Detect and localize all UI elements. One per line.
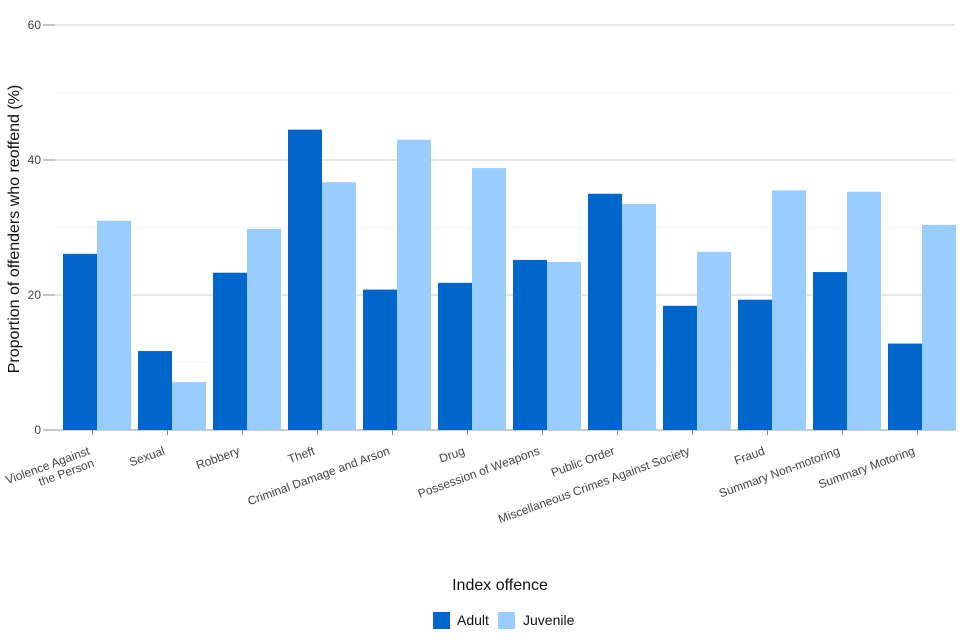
x-tick-label-line: Robbery bbox=[194, 444, 241, 473]
x-tick-label: Drug bbox=[437, 444, 466, 466]
bar-adult bbox=[888, 343, 922, 430]
x-tick-label-line: Sexual bbox=[127, 444, 166, 470]
legend-label-adult: Adult bbox=[457, 612, 489, 628]
bar-adult bbox=[63, 253, 97, 430]
bar-adult bbox=[363, 289, 397, 430]
bar-juvenile bbox=[397, 139, 431, 430]
y-tick-label: 60 bbox=[28, 18, 42, 32]
bar-layer bbox=[63, 129, 956, 430]
bar-adult bbox=[138, 351, 172, 430]
x-tick-label: Fraud bbox=[732, 444, 766, 468]
bar-juvenile bbox=[322, 182, 356, 430]
bar-juvenile bbox=[697, 251, 731, 430]
bar-adult bbox=[213, 272, 247, 430]
legend-label-juvenile: Juvenile bbox=[523, 612, 575, 628]
x-axis-title: Index offence bbox=[452, 577, 548, 594]
legend-swatch-adult bbox=[433, 612, 450, 629]
bar-juvenile bbox=[847, 191, 881, 430]
bar-adult bbox=[663, 305, 697, 430]
bar-juvenile bbox=[622, 203, 656, 430]
bar-adult bbox=[288, 129, 322, 430]
x-tick-label-line: Theft bbox=[286, 443, 317, 466]
y-tick-label: 20 bbox=[28, 288, 42, 302]
x-tick-label-line: Fraud bbox=[732, 444, 766, 468]
bar-juvenile bbox=[922, 224, 956, 430]
bar-adult bbox=[738, 299, 772, 430]
y-tick-label: 40 bbox=[28, 153, 42, 167]
bar-adult bbox=[438, 282, 472, 430]
y-axis-title: Proportion of offenders who reoffend (%) bbox=[6, 85, 23, 373]
bar-juvenile bbox=[172, 382, 206, 430]
bar-juvenile bbox=[547, 261, 581, 430]
bar-juvenile bbox=[772, 190, 806, 430]
x-tick-label-line: Possession of Weapons bbox=[416, 444, 542, 501]
x-tick-label-line: Drug bbox=[437, 444, 466, 466]
legend-swatch-juvenile bbox=[498, 612, 515, 629]
bar-adult bbox=[588, 193, 622, 430]
bar-juvenile bbox=[97, 220, 131, 430]
x-tick-label: Possession of Weapons bbox=[416, 444, 542, 501]
legend: Adult Juvenile bbox=[433, 612, 575, 629]
bar-juvenile bbox=[472, 168, 506, 430]
x-tick-label: Criminal Damage and Arson bbox=[246, 444, 392, 508]
y-tick-label: 0 bbox=[34, 423, 41, 437]
x-tick-label: Robbery bbox=[194, 444, 241, 473]
x-tick-label: Theft bbox=[286, 443, 317, 466]
bar-adult bbox=[813, 272, 847, 430]
x-tick-label-line: Criminal Damage and Arson bbox=[246, 444, 392, 508]
x-tick-label: Sexual bbox=[127, 444, 166, 470]
bar-juvenile bbox=[247, 228, 281, 430]
bar-adult bbox=[513, 259, 547, 430]
